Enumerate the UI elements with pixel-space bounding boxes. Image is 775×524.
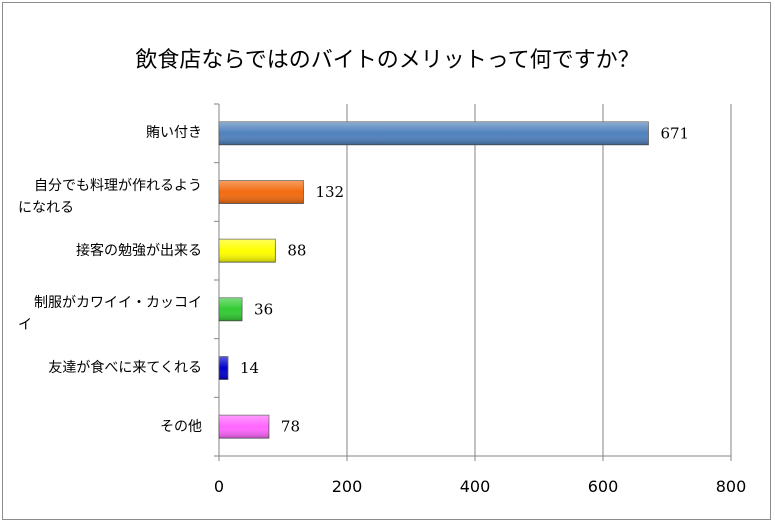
category-label: 接客の勉強が出来る	[6, 240, 202, 262]
bar-shading	[219, 180, 304, 204]
bar-shading	[219, 415, 269, 439]
data-label: 36	[254, 300, 273, 318]
category-label: 自分でも料理が作れるようになれる	[6, 175, 202, 219]
x-tick-label: 400	[460, 477, 491, 496]
chart-title: 飲食店ならではのバイトのメリットって何ですか？	[135, 48, 640, 73]
category-label: その他	[6, 416, 202, 438]
x-tick-label: 800	[716, 477, 747, 496]
bar-shading	[219, 297, 243, 321]
bar-shading	[219, 239, 276, 263]
x-tick-label: 200	[332, 477, 363, 496]
category-label-line: 制服がカワイイ・カッコイ	[34, 295, 202, 312]
category-label: 友達が食べに来てくれる	[6, 357, 202, 379]
category-label-line: その他	[160, 418, 202, 435]
x-tick-label: 600	[588, 477, 619, 496]
bar-shading	[219, 356, 228, 380]
category-label-line: 接客の勉強が出来る	[76, 242, 202, 259]
data-label: 78	[281, 418, 300, 436]
data-label: 14	[240, 359, 259, 377]
data-label: 671	[660, 124, 689, 142]
category-label: 賄い付き	[6, 122, 202, 144]
data-label: 132	[315, 183, 344, 201]
data-label: 88	[287, 242, 306, 260]
category-label-line: イ	[18, 317, 32, 334]
category-label-line: 賄い付き	[146, 125, 202, 142]
bar-shading	[219, 121, 649, 145]
category-label: 制服がカワイイ・カッコイイ	[6, 292, 202, 336]
category-label-line: 自分でも料理が作れるよう	[34, 178, 202, 194]
x-tick-label: 0	[214, 477, 224, 496]
category-label-line: になれる	[18, 200, 74, 216]
category-label-line: 友達が食べに来てくれる	[48, 360, 202, 376]
